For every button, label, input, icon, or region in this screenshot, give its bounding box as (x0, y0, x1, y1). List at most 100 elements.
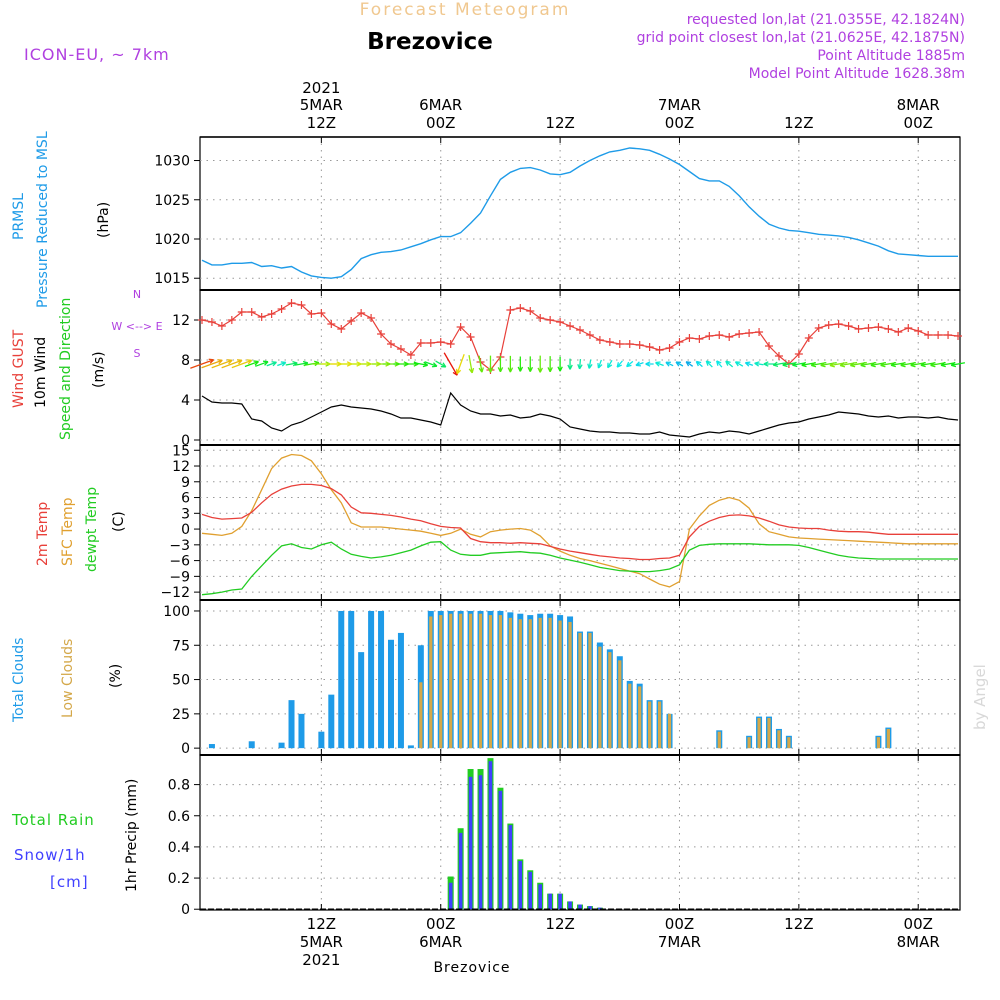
wind-direction-arrow (424, 361, 438, 368)
gust-marker (446, 340, 455, 348)
bottom-axis-date: 8MAR (897, 933, 940, 951)
precip-panel: Total Rain Snow/1h [cm] 1hr Precip (mm) … (11, 755, 960, 918)
gust-marker (297, 301, 306, 309)
low-cloud-bar (459, 613, 463, 749)
wind-direction-arrow (435, 360, 447, 368)
low-cloud-bar (747, 737, 751, 749)
gust-marker (924, 331, 933, 339)
y-tick-label: 6 (181, 491, 190, 507)
low-cloud-bar (528, 619, 532, 749)
gust-marker (207, 318, 216, 326)
wind-direction-arrow (695, 360, 703, 368)
snow-bar (578, 904, 582, 910)
y-tick-label: 0.6 (168, 809, 190, 825)
y-tick-label: 1025 (154, 193, 190, 209)
wind-direction-arrow (665, 361, 674, 367)
wind-direction-arrow (266, 361, 277, 367)
low-cloud-bar (449, 613, 453, 749)
temp-label-unit: (C) (111, 511, 127, 532)
wind-direction-arrow (675, 361, 684, 367)
pressure-label-prmsl: PRMSL (11, 193, 27, 240)
wind-direction-arrow (244, 360, 259, 368)
wind-direction-arrow (527, 356, 534, 372)
gust-marker (327, 320, 336, 328)
wind-direction-arrow (772, 361, 785, 368)
gust-marker (307, 310, 316, 318)
y-tick-label: 1030 (154, 154, 190, 170)
gust-marker (715, 331, 724, 339)
gust-marker (874, 323, 883, 331)
top-axis-time: 12Z (784, 114, 813, 132)
y-tick-label: 12 (172, 313, 190, 329)
requested-coords: requested lon,lat (21.0355E, 42.1824N) (687, 12, 965, 28)
panel-frame (199, 754, 961, 911)
wind-direction-arrow (221, 359, 243, 369)
gust-marker (367, 314, 376, 322)
bottom-axis-time: 00Z (665, 915, 694, 933)
low-cloud-bar (568, 621, 572, 749)
gust-marker (337, 325, 346, 333)
gust-marker (456, 323, 465, 331)
bottom-axis-time: 00Z (904, 915, 933, 933)
wind-direction-arrow (567, 358, 573, 370)
total-cloud-bar (328, 694, 335, 749)
y-tick-label: 0 (181, 741, 190, 757)
gust-marker (665, 344, 674, 352)
gust-marker (386, 340, 395, 348)
gust-marker (436, 338, 445, 346)
total-cloud-bar (288, 700, 295, 749)
gust-marker (864, 324, 873, 332)
temperature-panel: 2m Temp SFC Temp dewpt Temp (C) −12−9−6−… (35, 443, 958, 601)
y-tick-label: −12 (160, 585, 190, 601)
gust-marker (625, 340, 634, 348)
gust-marker (844, 322, 853, 330)
snow-bar (468, 776, 473, 910)
cloud-label-low: Low Clouds (60, 639, 76, 718)
gust-marker (824, 321, 833, 329)
wind-direction-arrow (497, 356, 504, 373)
clouds-panel: Total Clouds Low Clouds (%) 0 25 50 75 100 (11, 600, 919, 757)
gust-marker (197, 316, 206, 324)
total-cloud-bar (358, 652, 365, 749)
top-axis-date: 8MAR (897, 96, 940, 114)
wind-direction-arrow (413, 361, 429, 368)
gust-marker (615, 340, 624, 348)
low-cloud-bar (608, 652, 612, 749)
credit-watermark: by Angel (971, 664, 989, 730)
gust-marker (546, 316, 555, 324)
grid (200, 137, 960, 910)
point-altitude: Point Altitude 1885m (817, 48, 965, 64)
gust-marker (267, 310, 276, 318)
low-cloud-bar (657, 701, 662, 749)
total-cloud-bar (318, 731, 325, 749)
wind-direction-arrow (782, 361, 796, 368)
top-axis-date: 5MAR (300, 96, 343, 114)
bottom-axis-time: 12Z (307, 915, 336, 933)
gust-marker (247, 308, 256, 316)
low-cloud-bar (777, 730, 781, 749)
snow-bar (548, 893, 552, 910)
low-cloud-bar (508, 617, 512, 749)
cloud-label-unit: (%) (108, 664, 124, 688)
snow-bar (588, 906, 592, 910)
gust-marker (506, 306, 515, 314)
low-cloud-bar (717, 731, 721, 749)
wind-direction-arrow (443, 352, 458, 376)
snow-bar (448, 882, 453, 910)
snow-bar (528, 871, 533, 910)
low-cloud-bar (478, 613, 483, 749)
gust-marker (227, 316, 236, 324)
gust-marker (645, 343, 654, 351)
gust-marker (914, 327, 923, 335)
gust-marker (954, 332, 963, 340)
total-cloud-bar (397, 632, 404, 749)
precip-label-snow: Snow/1h (14, 846, 86, 864)
low-cloud-bar (757, 717, 761, 749)
y-tick-label: 1020 (154, 232, 190, 248)
low-cloud-bar (488, 615, 493, 749)
compass-south: S (134, 347, 141, 360)
snow-bar (478, 775, 483, 910)
total-cloud-bar (378, 610, 385, 749)
top-axis-date: 6MAR (419, 96, 462, 114)
temp-label-2m: 2m Temp (35, 502, 51, 566)
